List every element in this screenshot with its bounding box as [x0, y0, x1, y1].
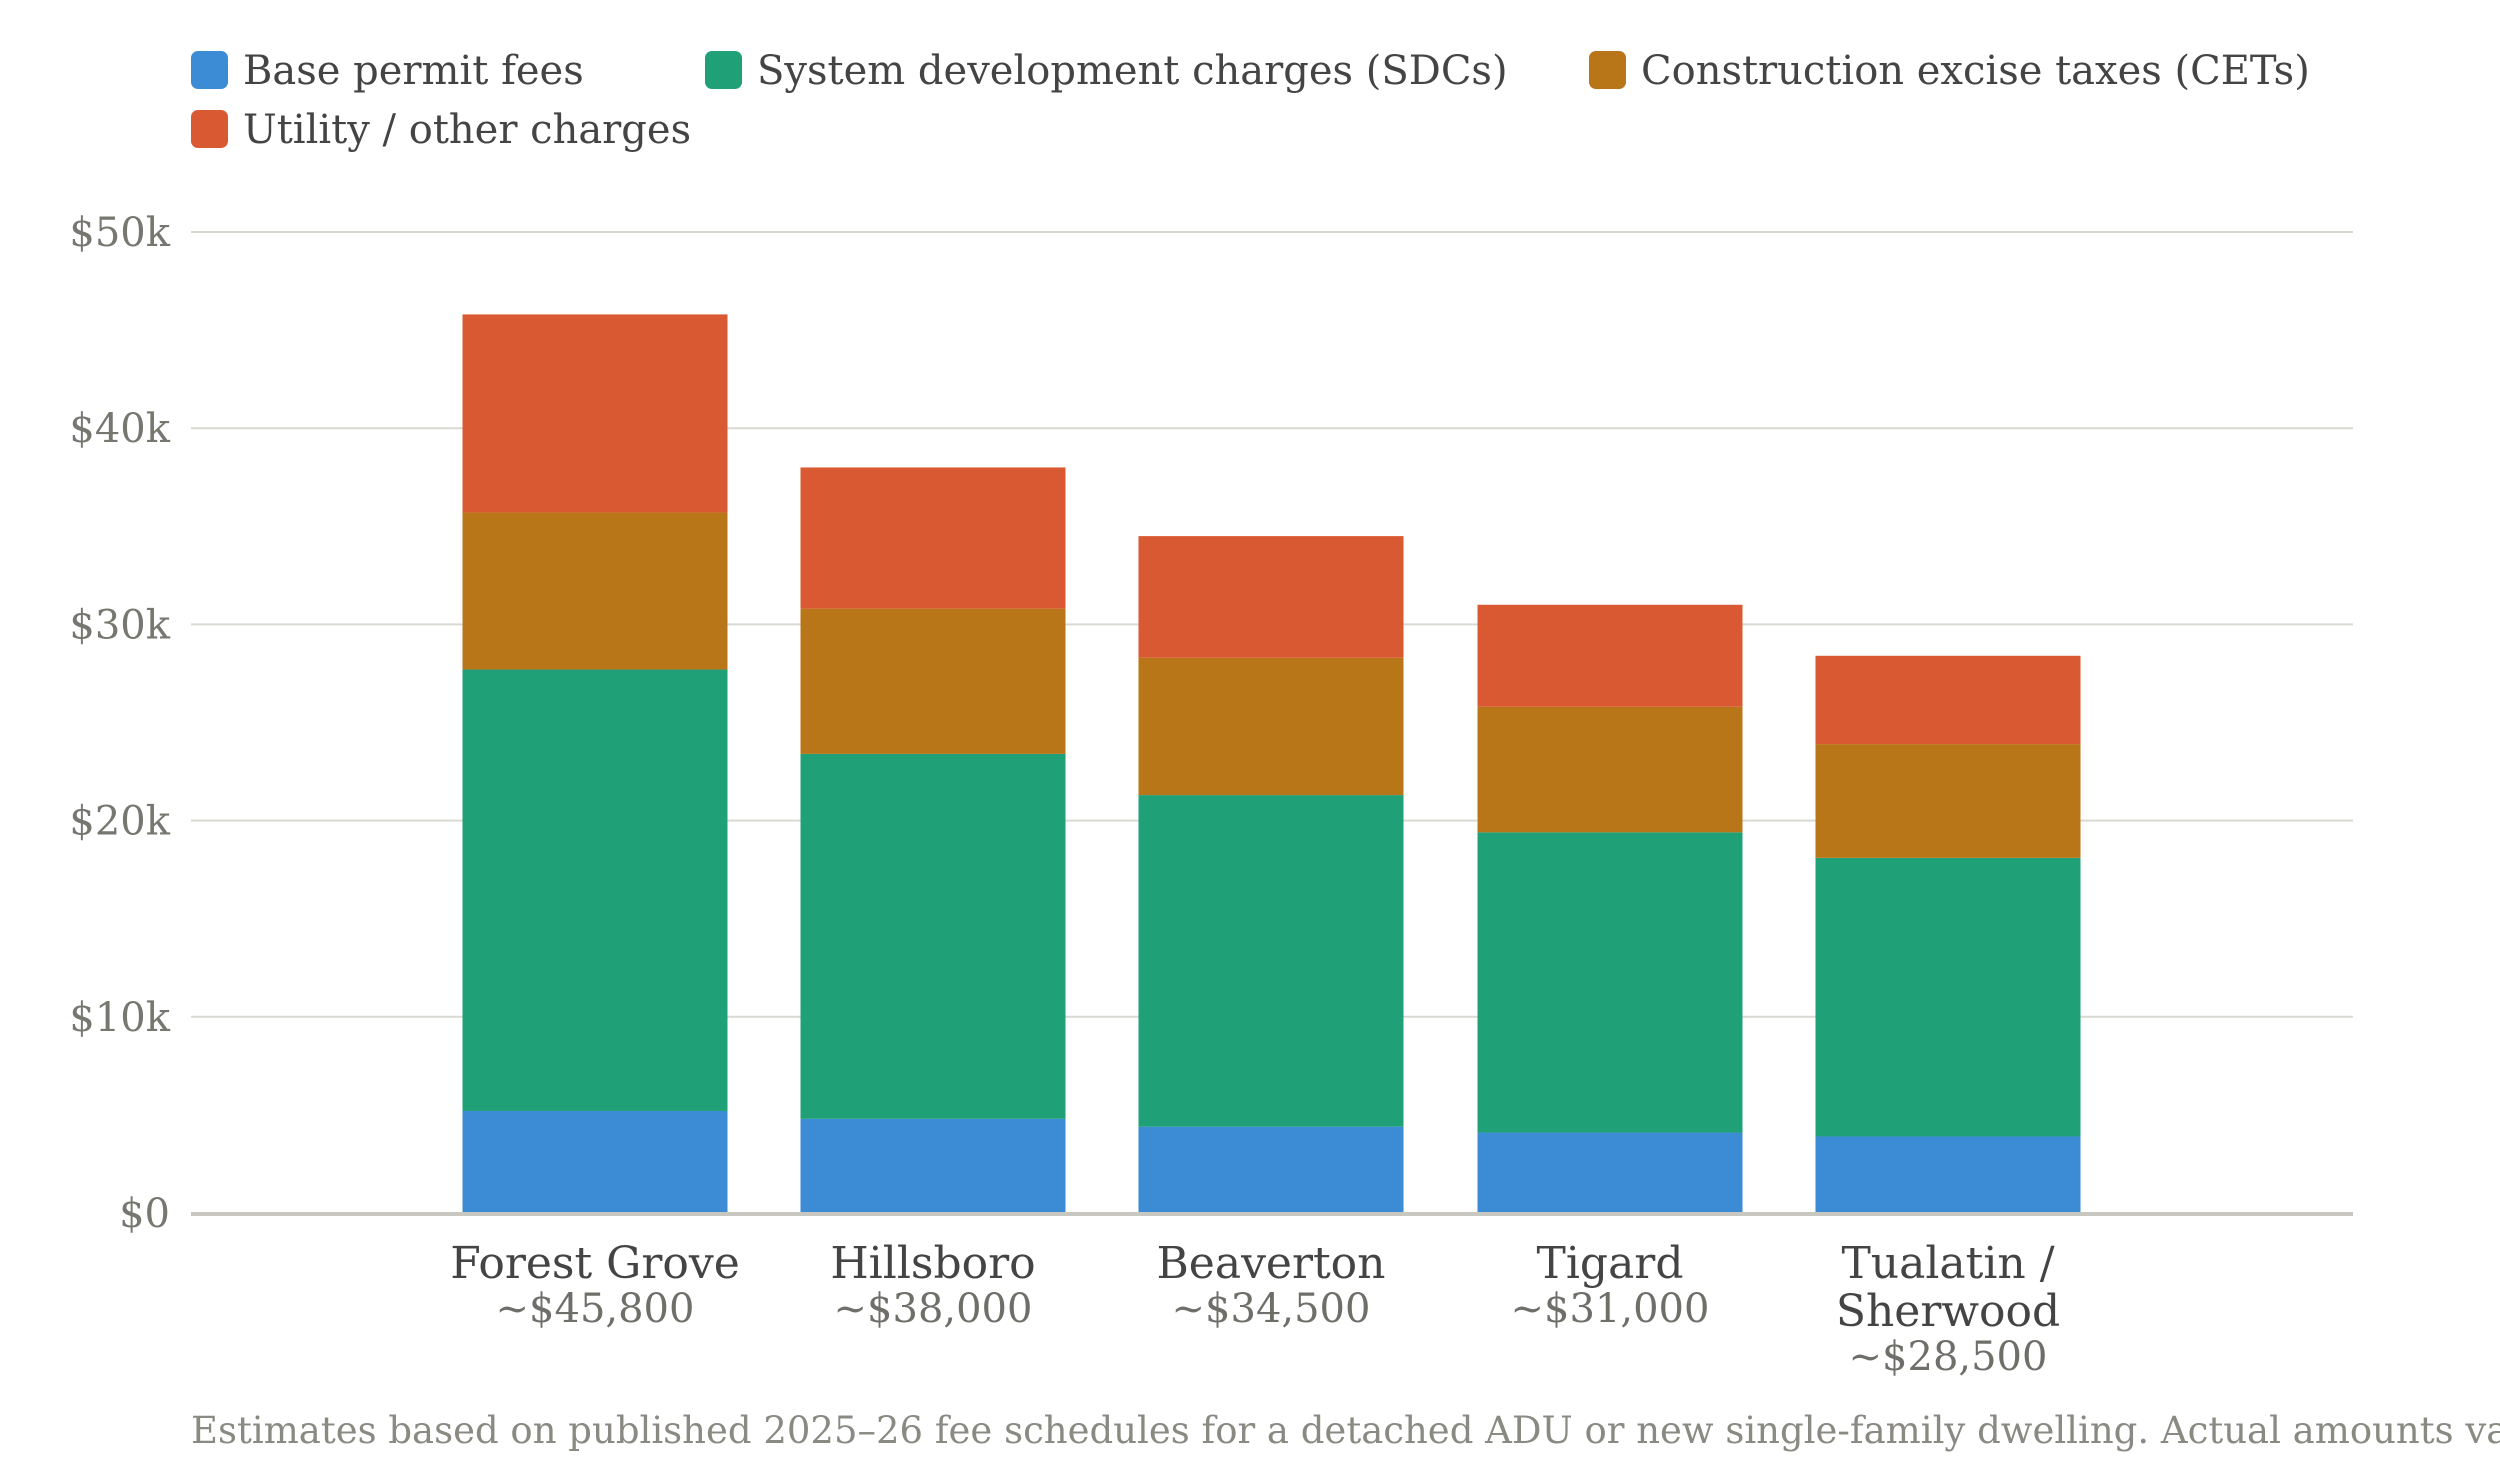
category-label: Sherwood — [1836, 1286, 2060, 1337]
bar-segment — [1815, 744, 2081, 858]
total-label: ~$45,800 — [496, 1286, 695, 1332]
footnote: Estimates based on published 2025–26 fee… — [191, 1409, 2500, 1452]
y-tick-label: $30k — [69, 602, 170, 648]
legend-label: Base permit fees — [243, 48, 584, 94]
bars — [462, 314, 2081, 1213]
bar-segment — [1815, 655, 2081, 745]
legend-label: Construction excise taxes (CETs) — [1641, 48, 2310, 94]
legend-label: Utility / other charges — [243, 107, 691, 153]
total-label: ~$28,500 — [1849, 1334, 2048, 1380]
x-axis-labels: Forest Grove~$45,800 Hillsboro~$38,000 Bea… — [450, 1238, 2060, 1380]
legend-label: System development charges (SDCs) — [757, 48, 1508, 94]
category-label: Forest Grove — [450, 1238, 740, 1289]
legend: Base permit fees System development charg… — [191, 48, 2310, 153]
y-tick-label: $10k — [69, 995, 170, 1041]
bar-segment — [462, 1110, 728, 1213]
y-tick-label: $50k — [69, 210, 170, 256]
bar-segment — [1477, 706, 1743, 833]
legend-swatch — [1589, 51, 1626, 89]
y-tick-label: $20k — [69, 799, 170, 845]
total-label: ~$34,500 — [1172, 1286, 1371, 1332]
y-tick-label: $0 — [119, 1191, 170, 1237]
bar-segment — [800, 753, 1066, 1119]
bar-segment — [1138, 657, 1404, 796]
bar-segment — [1815, 1136, 2081, 1213]
bar-segment — [1815, 857, 2081, 1137]
total-label: ~$31,000 — [1511, 1286, 1710, 1332]
legend-swatch — [191, 51, 228, 89]
bar-segment — [1477, 604, 1743, 707]
legend-swatch — [191, 110, 228, 148]
bar-segment — [462, 669, 728, 1111]
bar-segment — [800, 467, 1066, 609]
category-label: Hillsboro — [830, 1238, 1035, 1289]
bar-segment — [800, 1118, 1066, 1213]
bar-segment — [1138, 536, 1404, 658]
category-label: Tigard — [1536, 1238, 1683, 1289]
total-label: ~$38,000 — [834, 1286, 1033, 1332]
legend-swatch — [705, 51, 742, 89]
bar-segment — [462, 314, 728, 513]
bar-segment — [1477, 832, 1743, 1133]
category-label: Beaverton — [1156, 1238, 1385, 1289]
bar-segment — [1138, 1126, 1404, 1213]
bar-segment — [462, 512, 728, 670]
bar-segment — [800, 608, 1066, 754]
bar-segment — [1477, 1132, 1743, 1213]
bar-segment — [1138, 795, 1404, 1127]
y-axis-ticks: $0 $10k $20k $30k $40k $50k — [69, 210, 170, 1237]
y-tick-label: $40k — [69, 406, 170, 452]
category-label: Tualatin / — [1841, 1238, 2054, 1289]
